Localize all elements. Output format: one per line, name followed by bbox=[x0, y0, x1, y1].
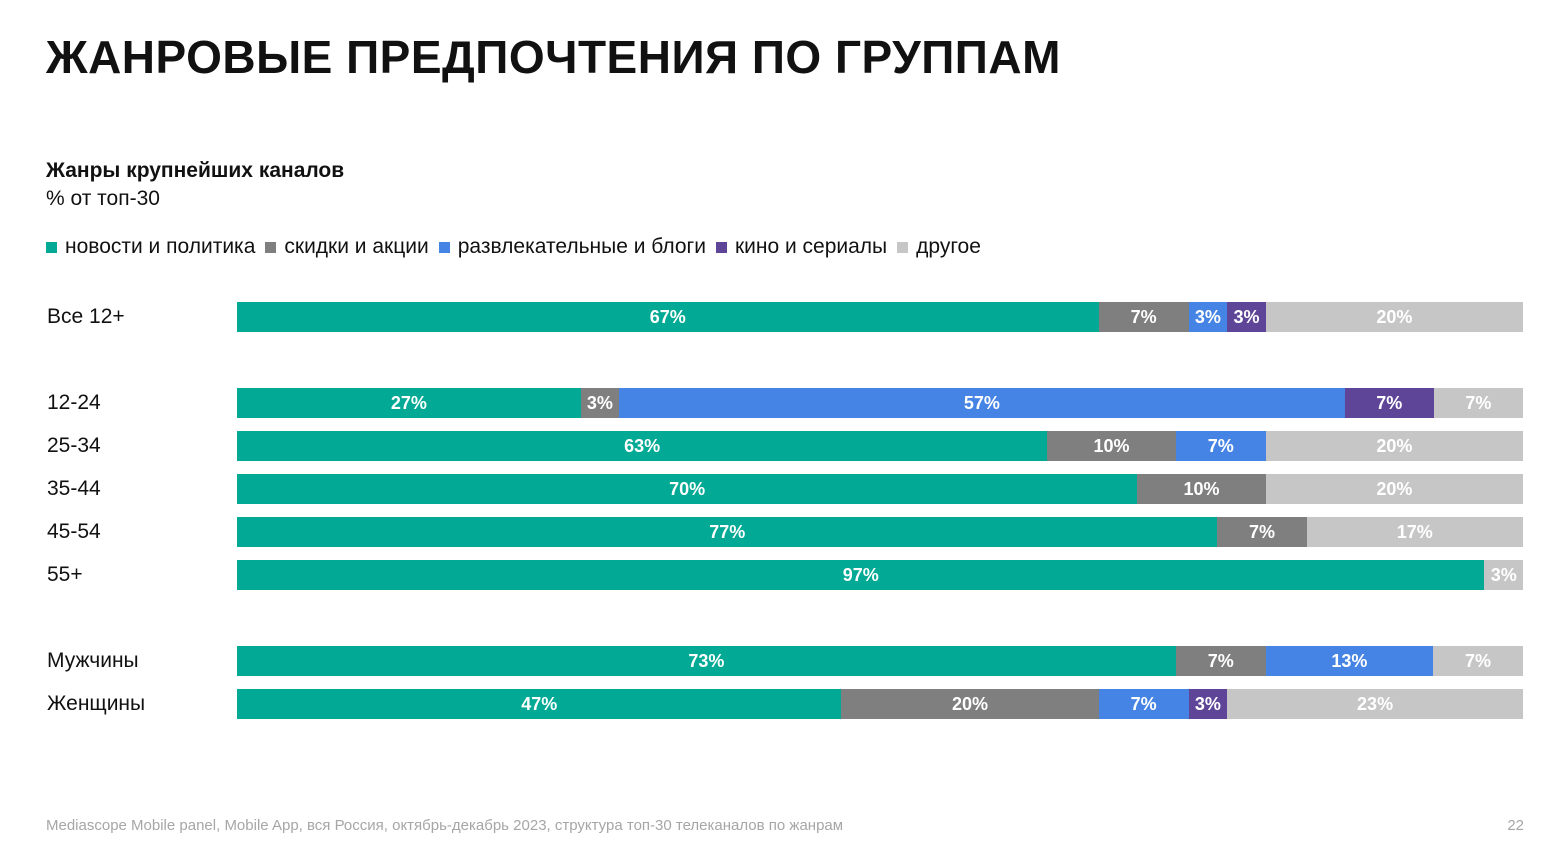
data-label: 3% bbox=[1194, 306, 1221, 327]
legend: новости и политика скидки и акции развлека… bbox=[46, 235, 991, 259]
chart-title: Жанры крупнейших каналов bbox=[46, 159, 345, 182]
data-label: 20% bbox=[1376, 435, 1413, 456]
bar-row: 47% 20% 7% 3% 23% bbox=[237, 689, 1523, 719]
legend-label: новости и политика bbox=[65, 235, 256, 258]
legend-item: другое bbox=[897, 235, 981, 259]
bar-segment: 7% bbox=[1098, 689, 1189, 719]
category-label: 55+ bbox=[47, 563, 83, 586]
data-label: 3% bbox=[1490, 564, 1517, 585]
bar-segment: 70% bbox=[237, 474, 1138, 504]
bar-segment: 67% bbox=[237, 302, 1099, 332]
bar-row: 97% 3% bbox=[237, 560, 1523, 590]
bar-segment: 3% bbox=[1484, 560, 1523, 590]
data-label: 13% bbox=[1331, 650, 1368, 671]
bar-segment: 7% bbox=[1098, 302, 1189, 332]
source-footnote: Mediascope Mobile panel, Mobile App, вся… bbox=[46, 817, 844, 834]
data-label: 73% bbox=[688, 650, 725, 671]
legend-item: скидки и акции bbox=[265, 235, 429, 259]
legend-swatch bbox=[46, 241, 57, 253]
bar-segment: 77% bbox=[237, 517, 1218, 547]
page-number: 22 bbox=[1507, 817, 1524, 834]
data-label: 17% bbox=[1396, 521, 1433, 542]
bar-segment: 13% bbox=[1265, 646, 1433, 676]
data-label: 20% bbox=[1376, 478, 1413, 499]
bar-segment: 7% bbox=[1433, 388, 1523, 418]
data-label: 77% bbox=[709, 521, 746, 542]
bar-row: 63% 10% 7% 20% bbox=[237, 431, 1523, 461]
bar-segment: 17% bbox=[1306, 517, 1523, 547]
bar-segment: 73% bbox=[237, 646, 1176, 676]
page-title: ЖАНРОВЫЕ ПРЕДПОЧТЕНИЯ ПО ГРУППАМ bbox=[46, 31, 1061, 83]
bar-segment: 23% bbox=[1227, 689, 1523, 719]
legend-label: кино и сериалы bbox=[734, 235, 888, 258]
bar-segment: 7% bbox=[1175, 646, 1266, 676]
bar-segment: 3% bbox=[1188, 689, 1228, 719]
bar-segment: 7% bbox=[1344, 388, 1434, 418]
bar-segment: 20% bbox=[1265, 474, 1523, 504]
data-label: 20% bbox=[1376, 306, 1413, 327]
data-label: 7% bbox=[1464, 650, 1491, 671]
bar-segment: 10% bbox=[1137, 474, 1266, 504]
data-label: 7% bbox=[1376, 392, 1403, 413]
data-label: 63% bbox=[624, 435, 661, 456]
category-label: Мужчины bbox=[47, 649, 139, 672]
category-label: 45-54 bbox=[47, 520, 101, 543]
category-label: Женщины bbox=[47, 692, 146, 715]
bar-segment: 20% bbox=[841, 689, 1099, 719]
category-label: 25-34 bbox=[47, 434, 101, 457]
data-label: 10% bbox=[1093, 435, 1130, 456]
legend-label: развлекательные и блоги bbox=[457, 235, 706, 258]
bar-segment: 97% bbox=[237, 560, 1485, 590]
legend-swatch bbox=[265, 241, 277, 253]
data-label: 7% bbox=[1207, 435, 1234, 456]
bar-segment: 57% bbox=[618, 388, 1345, 418]
bar-row: 73% 7% 13% 7% bbox=[237, 646, 1523, 676]
bar-segment: 20% bbox=[1265, 302, 1523, 332]
bar-segment: 20% bbox=[1265, 431, 1523, 461]
bar-segment: 10% bbox=[1047, 431, 1176, 461]
data-label: 57% bbox=[963, 392, 1000, 413]
data-label: 3% bbox=[1233, 306, 1260, 327]
data-label: 23% bbox=[1357, 693, 1394, 714]
category-label: Все 12+ bbox=[47, 305, 125, 328]
legend-swatch bbox=[715, 241, 727, 253]
bar-row: 67% 7% 3% 3% 20% bbox=[237, 302, 1523, 332]
bar-row: 27% 3% 57% 7% 7% bbox=[237, 388, 1523, 418]
data-label: 20% bbox=[951, 693, 989, 714]
legend-item: развлекательные и блоги bbox=[438, 235, 706, 259]
bar-segment: 7% bbox=[1217, 517, 1307, 547]
data-label: 7% bbox=[1130, 693, 1157, 714]
chart-unit-label: % от топ-30 bbox=[46, 187, 160, 210]
data-label: 67% bbox=[649, 306, 686, 327]
data-label: 7% bbox=[1207, 650, 1234, 671]
data-label: 7% bbox=[1130, 306, 1157, 327]
data-label: 3% bbox=[1194, 693, 1221, 714]
data-label: 47% bbox=[521, 693, 558, 714]
data-label: 70% bbox=[669, 478, 706, 499]
bar-segment: 3% bbox=[580, 388, 619, 418]
bar-segment: 63% bbox=[237, 431, 1048, 461]
data-label: 7% bbox=[1248, 521, 1275, 542]
legend-label: скидки и акции bbox=[284, 235, 429, 258]
bar-segment: 3% bbox=[1188, 302, 1228, 332]
bar-segment: 3% bbox=[1227, 302, 1266, 332]
data-label: 10% bbox=[1183, 478, 1220, 499]
bar-segment: 7% bbox=[1175, 431, 1266, 461]
data-label: 7% bbox=[1465, 392, 1492, 413]
category-label: 12-24 bbox=[47, 391, 101, 414]
data-label: 27% bbox=[390, 392, 427, 413]
bar-row: 70% 10% 20% bbox=[237, 474, 1523, 504]
bar-segment: 7% bbox=[1432, 646, 1523, 676]
legend-item: кино и сериалы bbox=[715, 235, 888, 259]
legend-swatch bbox=[897, 241, 909, 253]
bar-segment: 27% bbox=[237, 388, 581, 418]
legend-label: другое bbox=[916, 235, 981, 258]
category-label: 35-44 bbox=[47, 477, 101, 500]
data-label: 3% bbox=[586, 392, 613, 413]
bar-row: 77% 7% 17% bbox=[237, 517, 1523, 547]
legend-swatch bbox=[438, 241, 450, 253]
legend-item: новости и политика bbox=[46, 235, 255, 259]
data-label: 97% bbox=[842, 564, 879, 585]
bar-segment: 47% bbox=[237, 689, 842, 719]
